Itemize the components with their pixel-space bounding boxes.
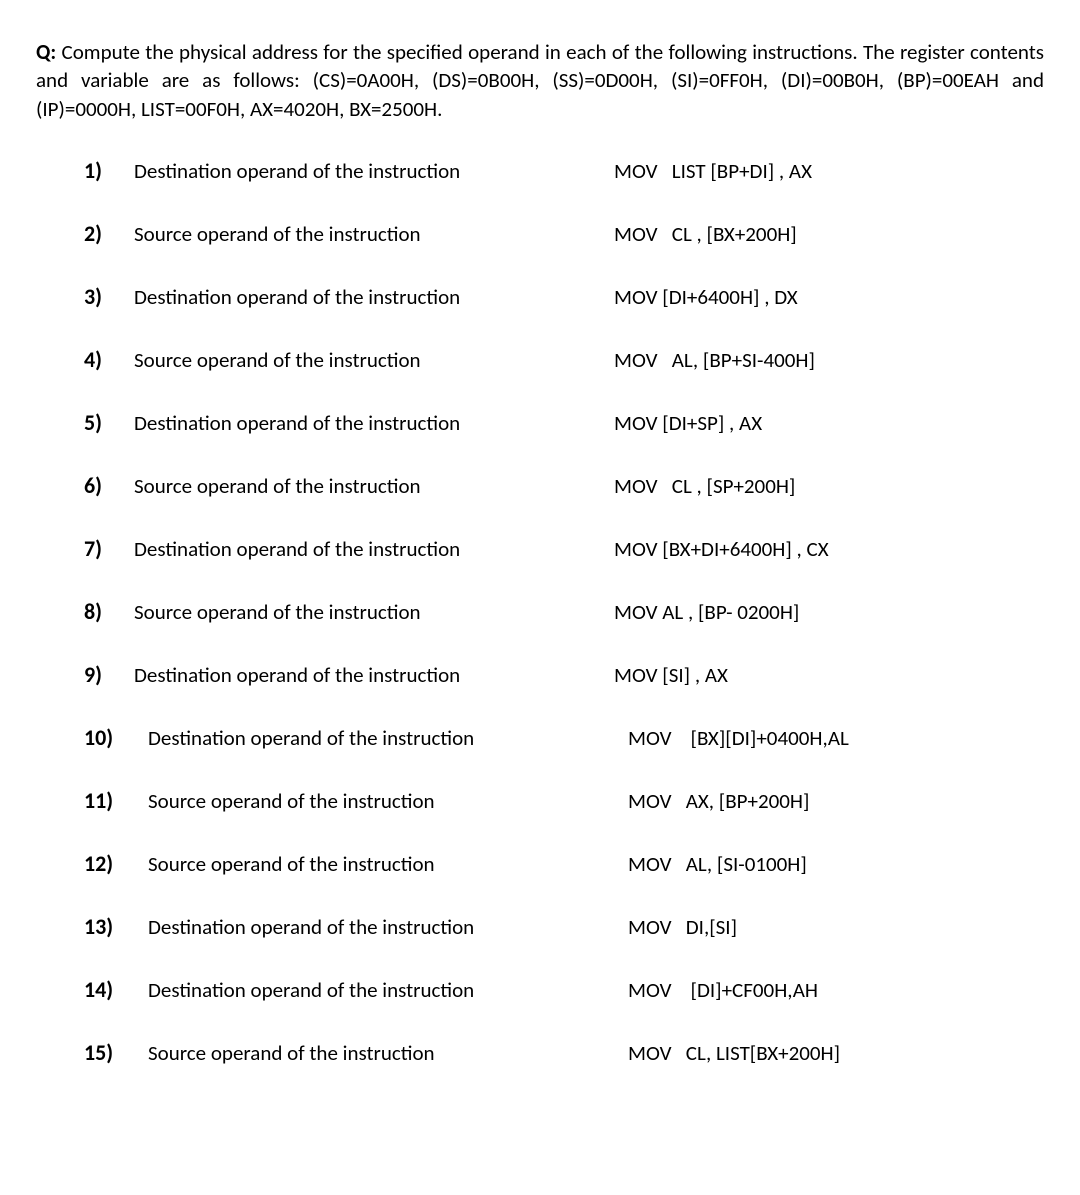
question-intro: Q: Compute the physical address for the … (36, 38, 1044, 123)
list-item: 11) Source operand of the instruction MO… (84, 787, 1044, 814)
item-number: 8) (84, 598, 134, 625)
list-item: 12) Source operand of the instruction MO… (84, 850, 1044, 877)
item-description: Source operand of the instruction (134, 347, 614, 373)
item-description: Source operand of the instruction (134, 599, 614, 625)
item-number: 15) (84, 1039, 148, 1066)
list-item: 13) Destination operand of the instructi… (84, 913, 1044, 940)
item-number: 5) (84, 409, 134, 436)
item-description: Destination operand of the instruction (148, 977, 628, 1003)
list-item: 4) Source operand of the instruction MOV… (84, 346, 1044, 373)
item-description: Destination operand of the instruction (134, 536, 614, 562)
item-description: Source operand of the instruction (134, 473, 614, 499)
list-item: 7) Destination operand of the instructio… (84, 535, 1044, 562)
item-instruction: MOV AL, [SI-0100H] (628, 851, 807, 877)
list-item: 3) Destination operand of the instructio… (84, 283, 1044, 310)
item-number: 13) (84, 913, 148, 940)
item-instruction: MOV [BX][DI]+0400H,AL (628, 725, 849, 751)
list-item: 8) Source operand of the instruction MOV… (84, 598, 1044, 625)
item-instruction: MOV DI,[SI] (628, 914, 737, 940)
item-number: 9) (84, 661, 134, 688)
item-description: Destination operand of the instruction (148, 725, 628, 751)
item-instruction: MOV CL , [BX+200H] (614, 221, 797, 247)
item-number: 6) (84, 472, 134, 499)
item-instruction: MOV [DI]+CF00H,AH (628, 977, 818, 1003)
item-instruction: MOV [BX+DI+6400H] , CX (614, 536, 829, 562)
item-number: 7) (84, 535, 134, 562)
item-instruction: MOV LIST [BP+DI] , AX (614, 158, 812, 184)
item-description: Source operand of the instruction (148, 788, 628, 814)
item-number: 1) (84, 157, 134, 184)
item-number: 2) (84, 220, 134, 247)
list-item: 6) Source operand of the instruction MOV… (84, 472, 1044, 499)
list-item: 14) Destination operand of the instructi… (84, 976, 1044, 1003)
list-item: 2) Source operand of the instruction MOV… (84, 220, 1044, 247)
question-label: Q: (36, 39, 56, 65)
list-item: 5) Destination operand of the instructio… (84, 409, 1044, 436)
item-instruction: MOV [DI+SP] , AX (614, 410, 762, 436)
item-instruction: MOV CL , [SP+200H] (614, 473, 795, 499)
item-description: Destination operand of the instruction (148, 914, 628, 940)
item-instruction: MOV CL, LIST[BX+200H] (628, 1040, 840, 1066)
item-number: 10) (84, 724, 148, 751)
item-instruction: MOV AL , [BP- 0200H] (614, 599, 799, 625)
list-item: 1) Destination operand of the instructio… (84, 157, 1044, 184)
item-number: 12) (84, 850, 148, 877)
item-instruction: MOV [DI+6400H] , DX (614, 284, 798, 310)
item-description: Source operand of the instruction (148, 1040, 628, 1066)
item-description: Destination operand of the instruction (134, 410, 614, 436)
item-description: Destination operand of the instruction (134, 662, 614, 688)
item-description: Destination operand of the instruction (134, 284, 614, 310)
item-description: Source operand of the instruction (134, 221, 614, 247)
item-instruction: MOV AX, [BP+200H] (628, 788, 809, 814)
item-number: 14) (84, 976, 148, 1003)
item-number: 11) (84, 787, 148, 814)
item-instruction: MOV AL, [BP+SI-400H] (614, 347, 815, 373)
item-instruction: MOV [SI] , AX (614, 662, 728, 688)
list-item: 9) Destination operand of the instructio… (84, 661, 1044, 688)
question-text: Compute the physical address for the spe… (36, 39, 1044, 122)
item-number: 4) (84, 346, 134, 373)
list-item: 10) Destination operand of the instructi… (84, 724, 1044, 751)
item-description: Destination operand of the instruction (134, 158, 614, 184)
item-description: Source operand of the instruction (148, 851, 628, 877)
item-number: 3) (84, 283, 134, 310)
list-item: 15) Source operand of the instruction MO… (84, 1039, 1044, 1066)
item-list: 1) Destination operand of the instructio… (36, 157, 1044, 1066)
